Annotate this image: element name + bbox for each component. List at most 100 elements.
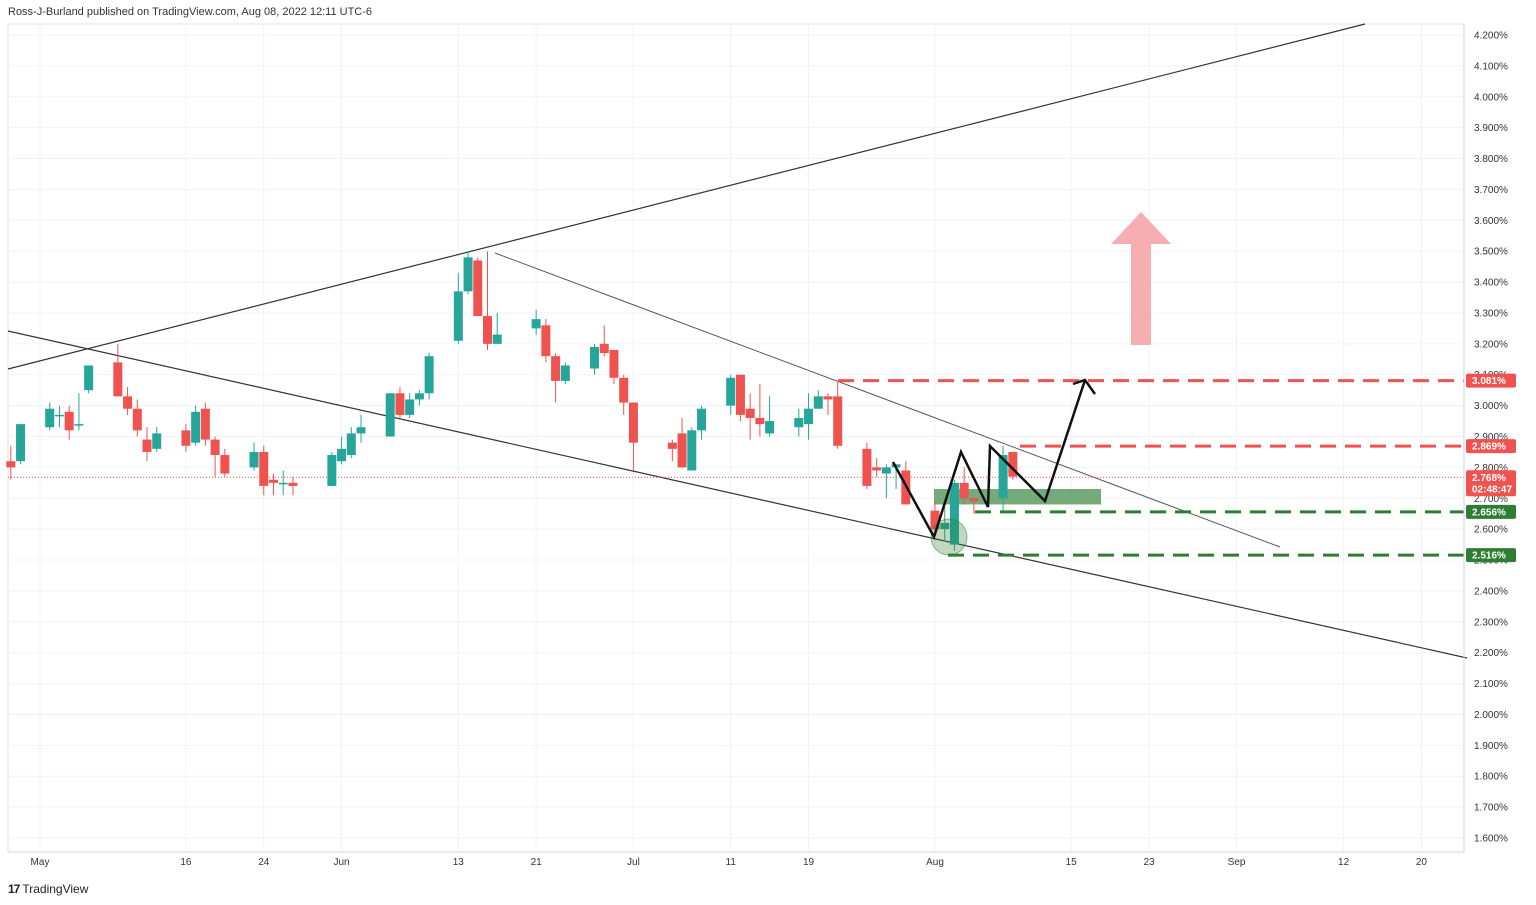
- y-tick-label: 2.800%: [1474, 463, 1508, 474]
- candle-body: [356, 427, 366, 434]
- candle-body: [813, 396, 823, 409]
- candle-body: [16, 424, 26, 462]
- x-tick-label: 12: [1338, 857, 1350, 868]
- y-tick-label: 2.000%: [1474, 710, 1508, 721]
- current-price-label: 2.768%: [1472, 473, 1506, 484]
- candle-body: [998, 455, 1008, 499]
- candle-body: [453, 291, 463, 341]
- candle-body: [54, 414, 64, 417]
- candle-body: [628, 402, 638, 443]
- candle-body: [395, 393, 405, 415]
- y-tick-label: 3.300%: [1474, 308, 1508, 319]
- candle-body: [337, 448, 347, 462]
- level-badge-label: 2.869%: [1472, 442, 1506, 453]
- candle-body: [288, 482, 298, 486]
- candle-body: [949, 482, 959, 545]
- candle-body: [959, 482, 969, 499]
- candle-body: [424, 356, 434, 394]
- candle-body: [405, 399, 415, 415]
- grid: [7, 23, 1465, 853]
- candle-body: [794, 417, 804, 428]
- candle-body: [327, 455, 337, 486]
- x-tick-label: 15: [1066, 857, 1078, 868]
- candle-body: [152, 433, 162, 449]
- candle-body: [930, 510, 940, 530]
- x-tick-label: 23: [1143, 857, 1155, 868]
- level-badge-label: 2.516%: [1472, 551, 1506, 562]
- x-tick-label: May: [31, 857, 50, 868]
- y-tick-label: 2.600%: [1474, 525, 1508, 536]
- y-tick-label: 1.900%: [1474, 741, 1508, 752]
- y-tick-label: 3.400%: [1474, 278, 1508, 289]
- y-tick-label: 3.900%: [1474, 123, 1508, 134]
- candle-body: [590, 346, 600, 369]
- publisher-line: Ross-J-Burland published on TradingView.…: [8, 6, 373, 18]
- candle-body: [64, 411, 74, 431]
- x-tick-label: Jul: [627, 857, 640, 868]
- candle-body: [346, 433, 356, 456]
- tradingview-logo[interactable]: 17 TradingView: [8, 882, 88, 896]
- price-badges: 3.081% 2.869% 2.656% 2.516% 2.768%02:48:47: [1466, 373, 1516, 563]
- candle-body: [833, 396, 843, 446]
- countdown-label: 02:48:47: [1472, 484, 1512, 495]
- y-tick-label: 4.100%: [1474, 61, 1508, 72]
- y-tick-label: 1.700%: [1474, 803, 1508, 814]
- candle-body: [278, 482, 288, 485]
- candle-body: [142, 439, 152, 452]
- candle-body: [687, 430, 697, 471]
- candle-body: [541, 325, 551, 357]
- candle-body: [132, 408, 142, 431]
- descending-trendline: [494, 252, 1281, 548]
- x-axis: May 16 24 Jun 13 21 Jul 11 19 Aug 15 23 Sep 12 20: [8, 851, 1464, 868]
- bullish-arrow-icon: [1111, 212, 1171, 345]
- candle-body: [492, 334, 502, 344]
- x-tick-label: 13: [453, 857, 465, 868]
- y-tick-label: 2.300%: [1474, 617, 1508, 628]
- y-tick-label: 4.200%: [1474, 31, 1508, 42]
- candle-body: [560, 365, 570, 381]
- candle-body: [473, 260, 483, 317]
- support-zone: [934, 489, 1101, 505]
- candle-body: [113, 362, 123, 397]
- candle-body: [74, 424, 84, 426]
- x-tick-label: 11: [726, 857, 737, 868]
- candle-body: [677, 433, 687, 468]
- candle-body: [6, 461, 16, 468]
- candle-body: [755, 417, 765, 425]
- y-tick-label: 1.600%: [1474, 834, 1508, 845]
- level-badge: [1466, 504, 1516, 519]
- candle-body: [862, 448, 872, 486]
- candle-body: [765, 421, 775, 434]
- candle-body: [881, 467, 891, 474]
- candle-body: [84, 365, 94, 391]
- candle-body: [200, 408, 210, 440]
- y-tick-label: 2.100%: [1474, 679, 1508, 690]
- level-badge: [1466, 439, 1516, 454]
- level-badge: [1466, 373, 1516, 388]
- y-tick-label: 2.200%: [1474, 648, 1508, 659]
- level-badge-label: 3.081%: [1472, 376, 1506, 387]
- plot-border: [7, 23, 1465, 853]
- candle-body: [551, 356, 561, 381]
- y-tick-label: 3.800%: [1474, 154, 1508, 165]
- candle-body: [1008, 451, 1018, 477]
- x-tick-label: 24: [258, 857, 270, 868]
- y-tick-label: 3.200%: [1474, 339, 1508, 350]
- candle-body: [483, 316, 492, 344]
- candle-body: [969, 498, 979, 502]
- trendlines: [7, 23, 1468, 659]
- tv-logo-icon: 17: [8, 882, 20, 896]
- level-badge-label: 2.656%: [1472, 507, 1506, 518]
- candle-body: [531, 319, 541, 329]
- candle-body: [872, 467, 882, 471]
- candle-body: [220, 455, 230, 474]
- candle-body: [414, 393, 424, 400]
- candle-body: [619, 377, 629, 403]
- candle-body: [599, 343, 609, 354]
- y-tick-label: 3.000%: [1474, 401, 1508, 412]
- candle-body: [823, 396, 833, 400]
- low-highlight-circle: [930, 518, 968, 556]
- candle-body: [249, 451, 259, 468]
- y-tick-label: 3.500%: [1474, 247, 1508, 258]
